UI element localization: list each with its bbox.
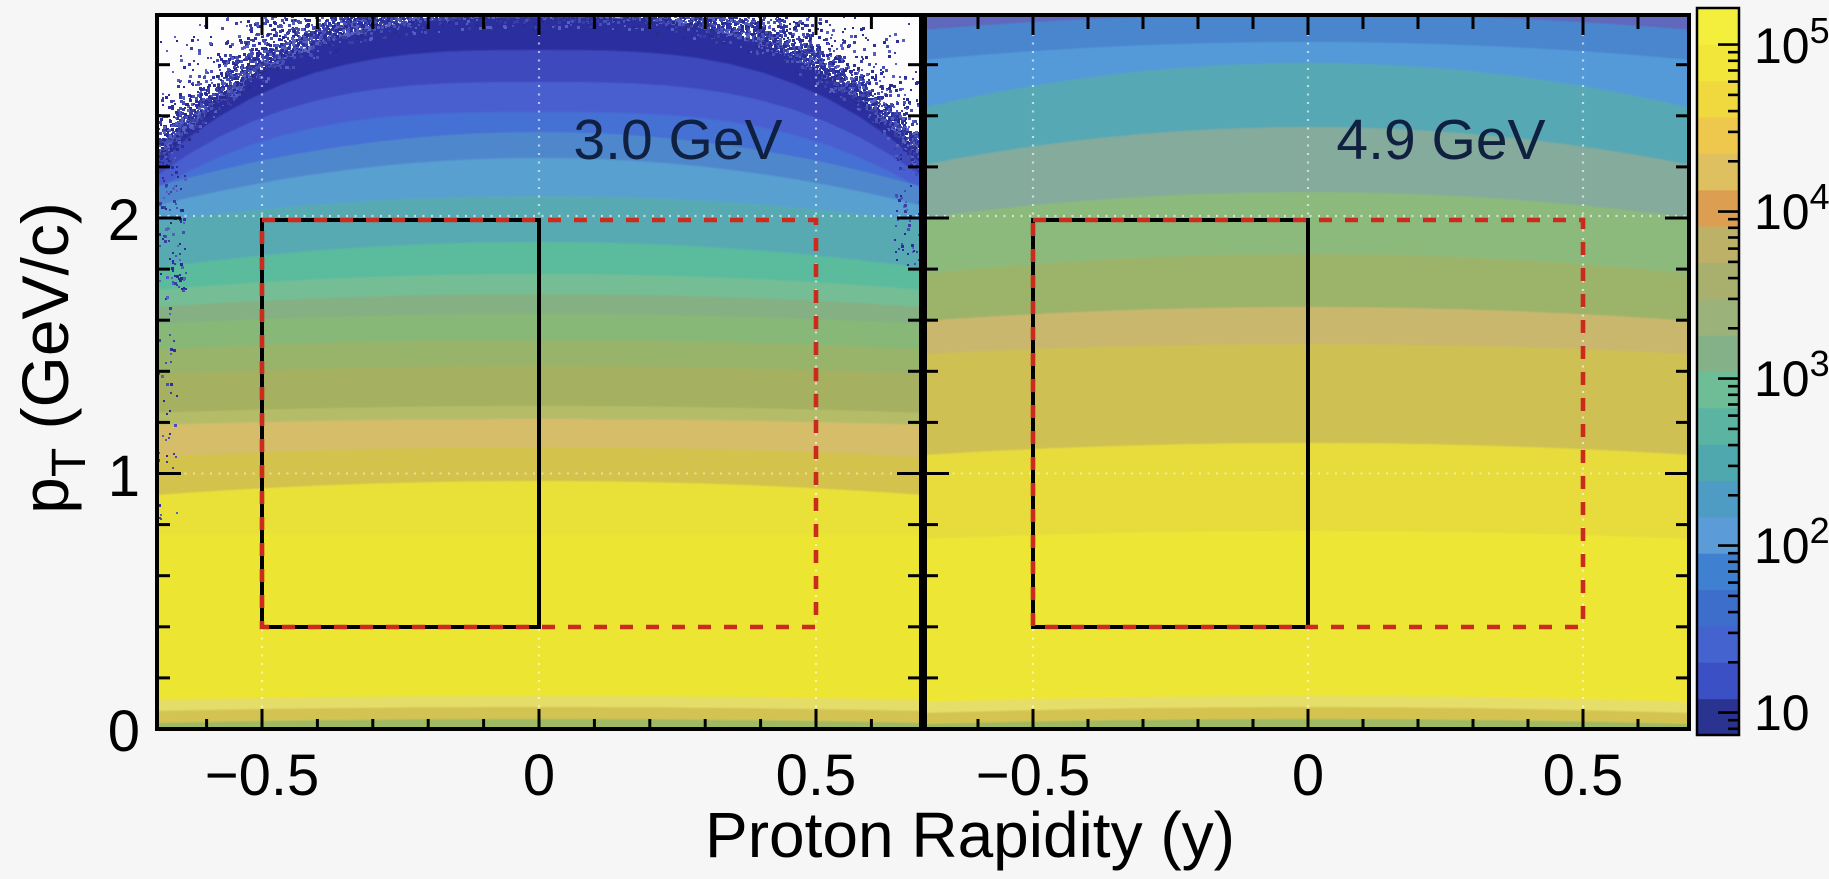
- svg-text:Proton Rapidity (y): Proton Rapidity (y): [705, 799, 1235, 871]
- svg-text:2: 2: [108, 188, 140, 253]
- svg-text:0: 0: [523, 743, 555, 808]
- svg-text:4.9 GeV: 4.9 GeV: [1336, 108, 1545, 172]
- svg-text:−0.5: −0.5: [205, 743, 320, 808]
- svg-text:0.5: 0.5: [776, 743, 857, 808]
- svg-text:1: 1: [108, 444, 140, 509]
- svg-text:3.0 GeV: 3.0 GeV: [573, 108, 782, 172]
- svg-text:0: 0: [1292, 743, 1324, 808]
- svg-text:10: 10: [1754, 685, 1810, 741]
- svg-text:0.5: 0.5: [1543, 743, 1624, 808]
- svg-text:0: 0: [108, 699, 140, 764]
- svg-text:−0.5: −0.5: [976, 743, 1091, 808]
